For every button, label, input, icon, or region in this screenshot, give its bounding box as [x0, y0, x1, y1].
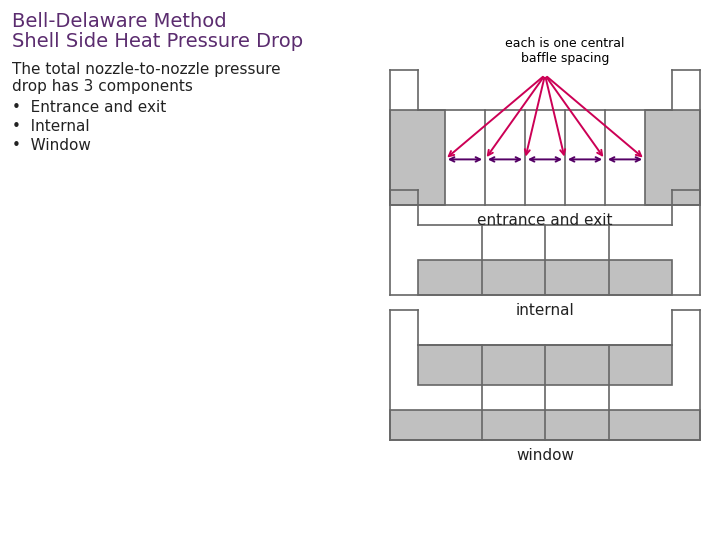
- Bar: [390, 110, 445, 205]
- Text: The total nozzle-to-nozzle pressure: The total nozzle-to-nozzle pressure: [12, 62, 281, 77]
- Text: each is one central
baffle spacing: each is one central baffle spacing: [505, 37, 625, 65]
- Bar: [418, 260, 672, 295]
- Text: •  Entrance and exit: • Entrance and exit: [12, 100, 166, 115]
- Text: entrance and exit: entrance and exit: [477, 213, 613, 228]
- Text: •  Internal: • Internal: [12, 119, 89, 134]
- Text: drop has 3 components: drop has 3 components: [12, 79, 193, 94]
- Text: window: window: [516, 448, 574, 463]
- Text: internal: internal: [516, 303, 575, 318]
- Bar: [390, 410, 700, 440]
- Text: •  Window: • Window: [12, 138, 91, 153]
- Bar: [645, 110, 700, 205]
- Bar: [418, 345, 672, 385]
- Text: Bell-Delaware Method: Bell-Delaware Method: [12, 12, 227, 31]
- Text: Shell Side Heat Pressure Drop: Shell Side Heat Pressure Drop: [12, 32, 303, 51]
